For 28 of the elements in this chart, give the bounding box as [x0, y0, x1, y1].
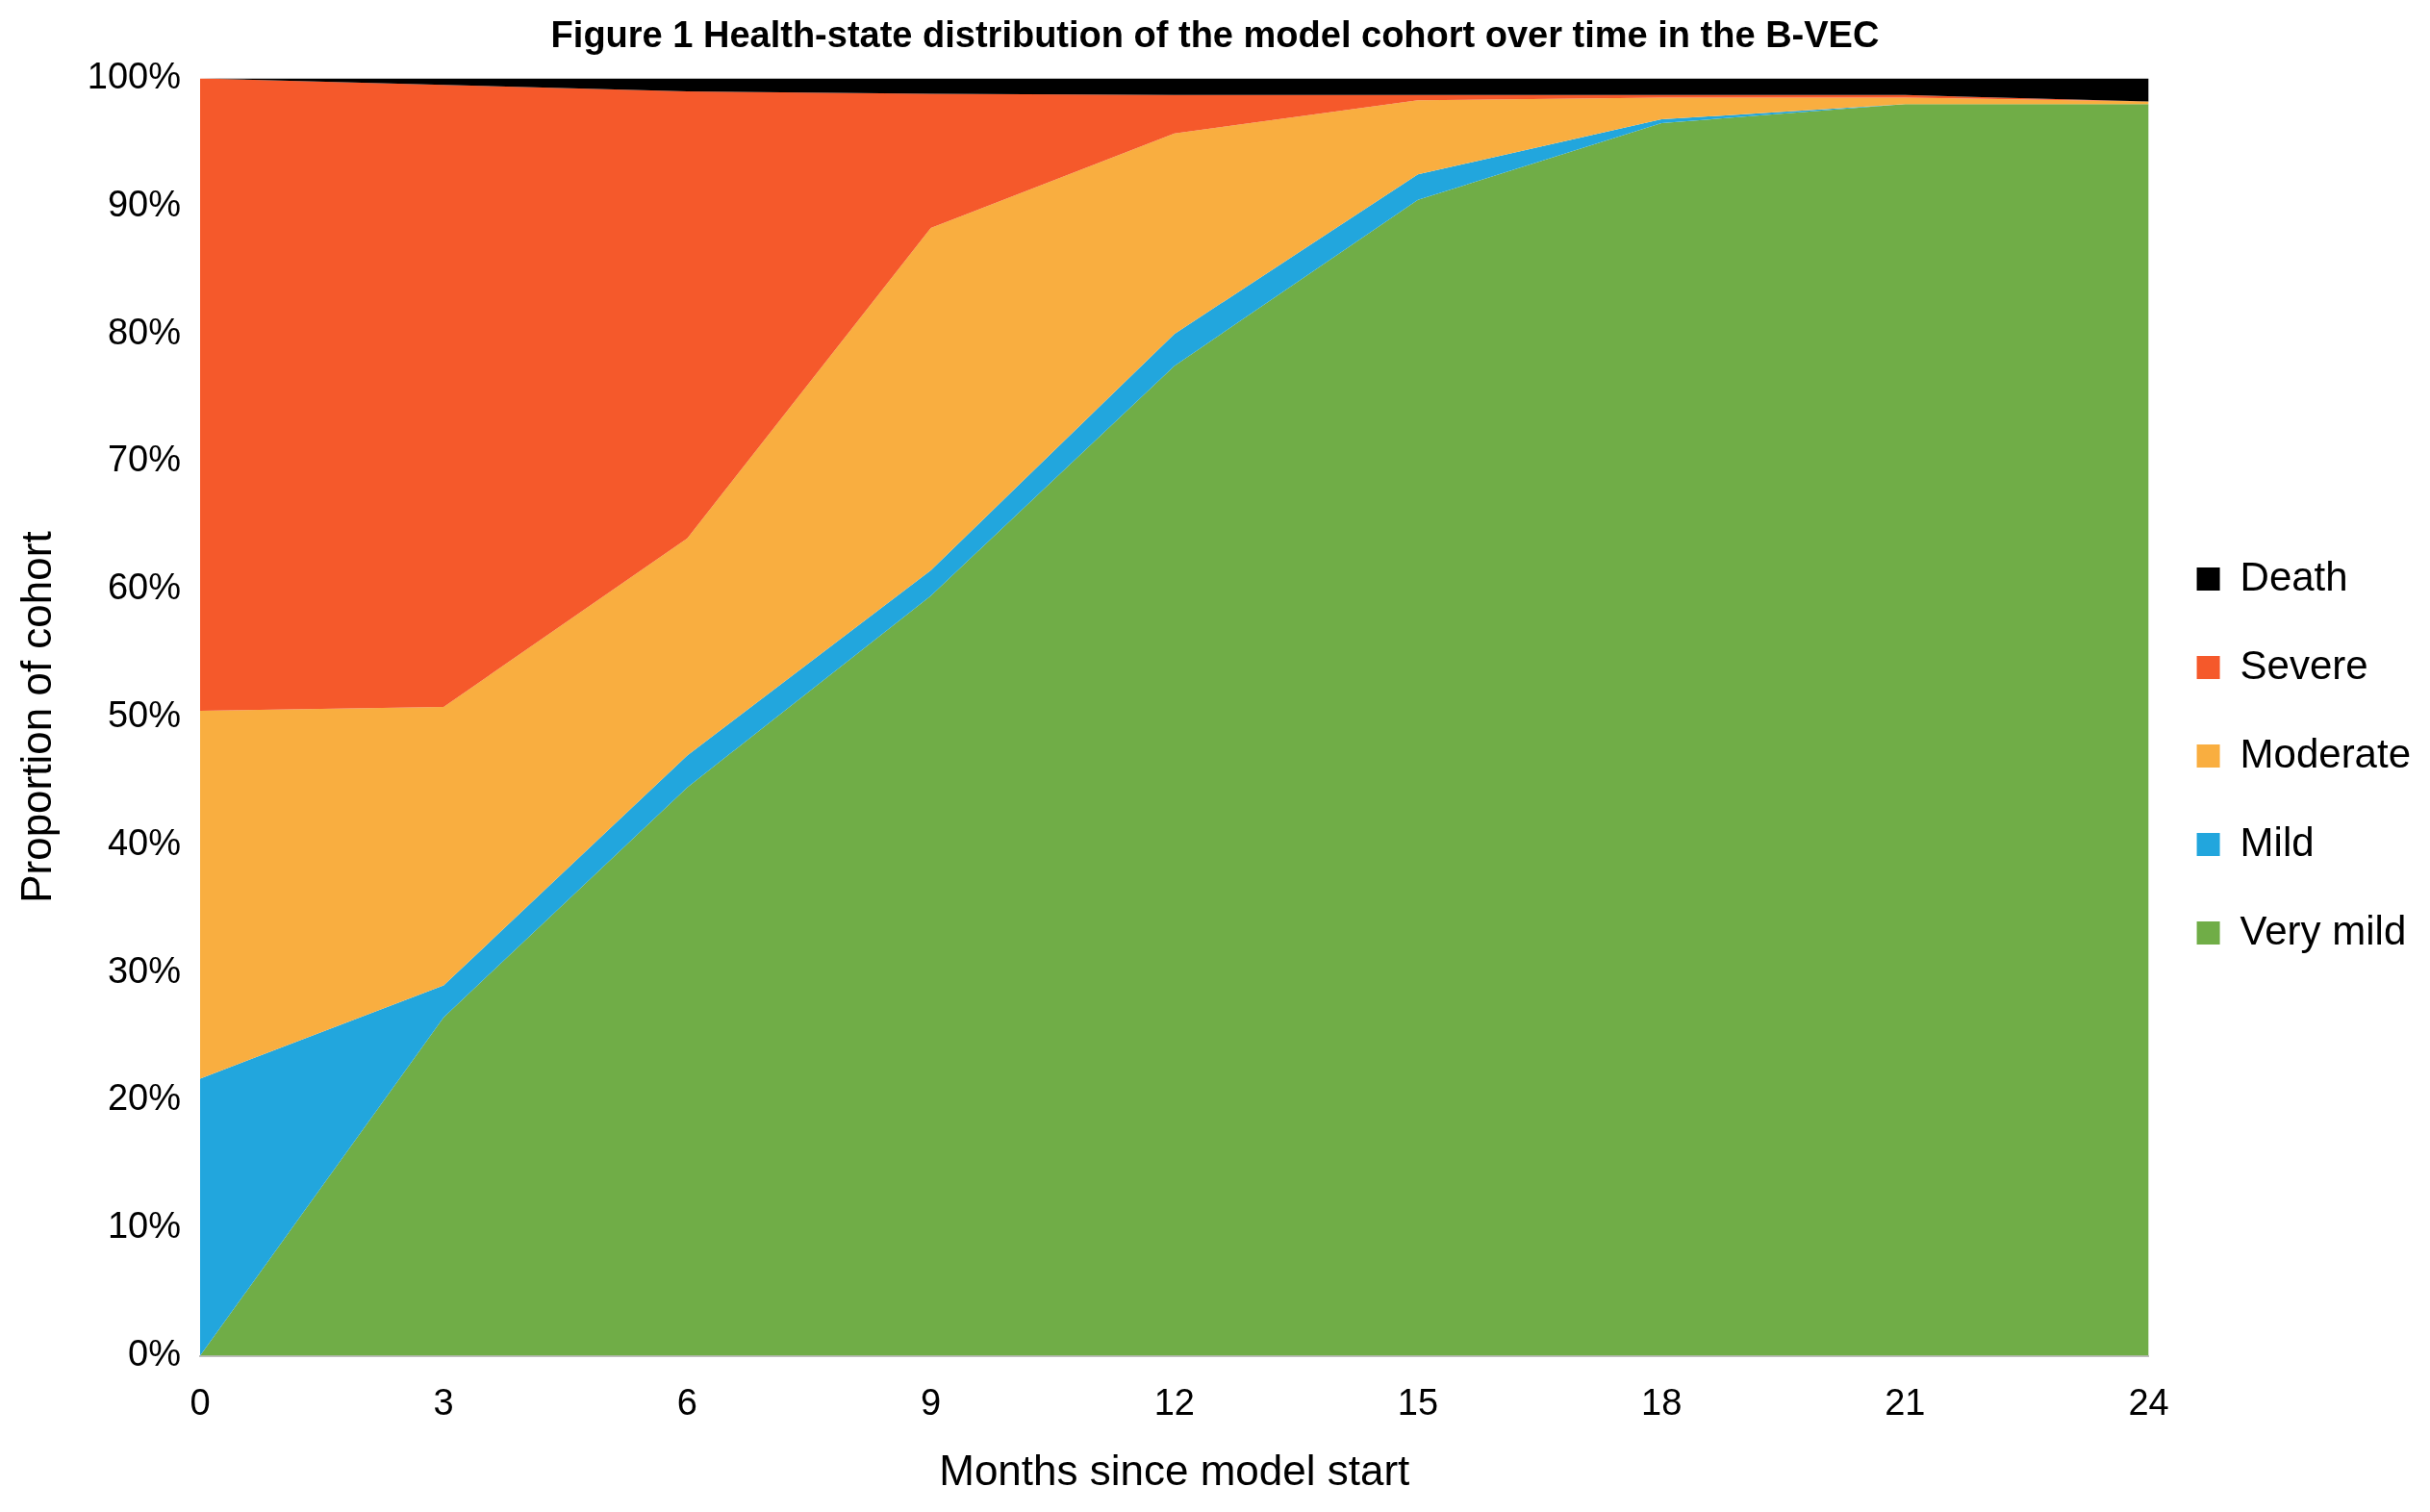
y-tick-label: 20% — [107, 1077, 181, 1119]
x-tick-label: 9 — [921, 1381, 942, 1423]
x-tick-label: 21 — [1885, 1381, 1926, 1423]
chart-title: Figure 1 Health-state distribution of the model cohort over time in the B-VEC — [550, 14, 1880, 56]
x-tick-label: 6 — [676, 1381, 697, 1423]
legend-label: Moderate — [2240, 730, 2411, 776]
x-tick-label: 15 — [1397, 1381, 1439, 1423]
y-tick-label: 30% — [107, 949, 181, 991]
legend-label: Mild — [2240, 819, 2315, 865]
legend-label: Death — [2240, 553, 2348, 599]
x-tick-label: 3 — [433, 1381, 454, 1423]
x-axis-title: Months since model start — [939, 1446, 1410, 1494]
y-tick-label: 50% — [107, 694, 181, 736]
y-tick-label: 90% — [107, 183, 181, 224]
x-tick-label: 12 — [1153, 1381, 1195, 1423]
legend-label: Very mild — [2240, 907, 2407, 953]
x-tick-label: 18 — [1641, 1381, 1683, 1423]
x-tick-label: 0 — [190, 1381, 211, 1423]
y-tick-label: 60% — [107, 567, 181, 608]
y-tick-label: 80% — [107, 311, 181, 352]
x-tick-label: 24 — [2128, 1381, 2169, 1423]
y-tick-label: 100% — [87, 56, 181, 97]
y-tick-label: 10% — [107, 1205, 181, 1247]
y-tick-label: 70% — [107, 439, 181, 480]
y-axis-title: Proportion of cohort — [12, 531, 60, 903]
y-tick-label: 0% — [128, 1333, 181, 1374]
legend-label: Severe — [2240, 642, 2368, 688]
y-tick-label: 40% — [107, 821, 181, 863]
